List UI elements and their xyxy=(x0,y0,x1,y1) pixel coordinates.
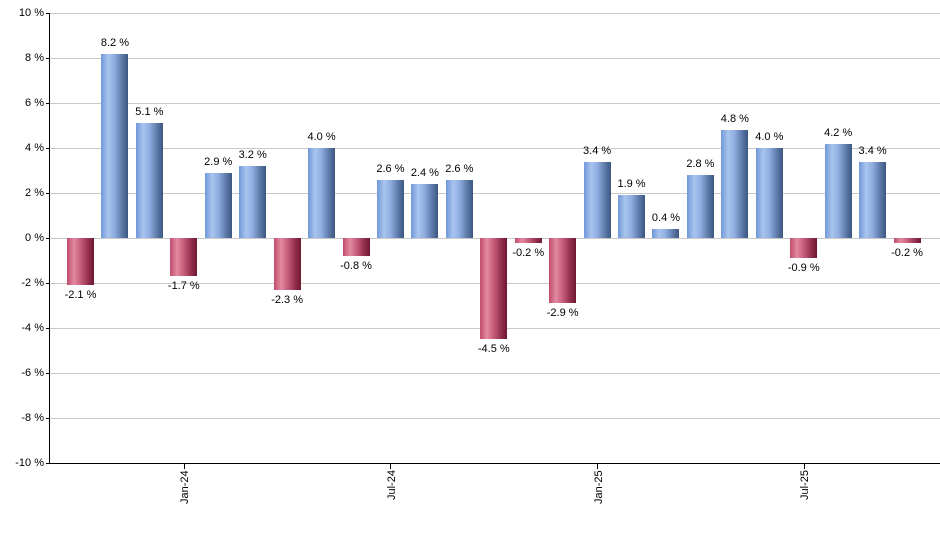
x-axis-tick-label: Jan-24 xyxy=(179,470,192,504)
y-axis-tick xyxy=(46,463,49,464)
bar-value-label: -0.2 % xyxy=(891,246,923,259)
y-axis-tick-label: -8 % xyxy=(21,412,44,424)
negative-bar xyxy=(893,238,921,243)
positive-bar xyxy=(135,123,163,238)
y-axis-tick-label: -10 % xyxy=(15,457,44,469)
bar-value-label: -2.9 % xyxy=(546,307,579,320)
negative-bar xyxy=(342,238,370,256)
bar-value-label: 3.2 % xyxy=(238,149,267,161)
positive-bar xyxy=(755,148,783,238)
y-axis-tick-label: 2 % xyxy=(25,187,44,199)
positive-bar xyxy=(721,130,749,238)
bar-value-label: 2.6 % xyxy=(445,162,474,175)
y-axis-tick xyxy=(46,13,49,14)
x-axis-tick-label: Jul-24 xyxy=(385,470,398,500)
bar-value-label: -2.1 % xyxy=(64,289,97,302)
positive-bar xyxy=(308,148,336,238)
bar-value-label: 4.8 % xyxy=(720,113,749,125)
bar-value-label: -0.2 % xyxy=(512,246,545,259)
x-axis-tick-label: Jan-25 xyxy=(592,470,605,504)
negative-bar xyxy=(514,238,542,243)
y-axis-tick xyxy=(46,373,49,374)
positive-bar xyxy=(204,172,232,238)
y-axis-tick-label: 0 % xyxy=(25,232,44,244)
y-gridline xyxy=(49,13,940,14)
positive-bar xyxy=(445,179,473,238)
y-gridline xyxy=(49,418,940,419)
positive-bar xyxy=(824,143,852,238)
y-axis-tick xyxy=(46,103,49,104)
y-axis-tick xyxy=(46,283,49,284)
bar-value-label: 4.0 % xyxy=(307,131,336,143)
x-axis-tick xyxy=(183,463,185,469)
bar-value-label: -1.7 % xyxy=(167,280,200,293)
x-axis-tick-label: Jul-25 xyxy=(799,470,812,500)
positive-bar xyxy=(101,53,129,238)
bar-value-label: -4.5 % xyxy=(477,343,510,356)
bar-value-label: 3.4 % xyxy=(858,144,887,157)
y-axis-tick-label: -6 % xyxy=(21,367,44,379)
y-axis-tick xyxy=(46,148,49,149)
bar-value-label: 2.9 % xyxy=(204,155,233,168)
y-axis-tick-label: -2 % xyxy=(21,277,44,289)
negative-bar xyxy=(273,238,301,290)
bar-value-label: 4.2 % xyxy=(824,126,853,139)
negative-bar xyxy=(170,238,198,277)
y-gridline xyxy=(49,58,940,59)
bar-value-label: -0.8 % xyxy=(340,260,372,272)
bar-value-label: -2.3 % xyxy=(271,293,304,306)
y-gridline xyxy=(49,193,940,194)
bar-value-label: 2.6 % xyxy=(376,162,405,175)
bar-value-label: 0.4 % xyxy=(651,212,681,224)
x-axis-tick xyxy=(597,463,599,469)
bar-value-label: 2.8 % xyxy=(686,158,715,170)
y-gridline xyxy=(49,103,940,104)
x-axis-line xyxy=(49,463,940,464)
negative-bar xyxy=(549,238,577,304)
x-axis-tick xyxy=(390,463,392,469)
y-gridline xyxy=(49,373,940,374)
negative-bar xyxy=(480,238,508,340)
positive-bar xyxy=(859,161,887,238)
positive-bar xyxy=(652,229,680,238)
bar-value-label: 5.1 % xyxy=(135,106,164,119)
negative-bar xyxy=(790,238,818,259)
positive-bar xyxy=(376,179,404,238)
bar-value-label: 2.4 % xyxy=(410,167,439,179)
bar-value-label: -0.9 % xyxy=(787,262,820,275)
bar-value-label: 1.9 % xyxy=(617,178,646,191)
y-axis-tick-label: 4 % xyxy=(25,142,44,154)
y-axis-tick xyxy=(46,328,49,329)
y-axis-tick-label: -4 % xyxy=(21,322,44,334)
bar-value-label: 8.2 % xyxy=(100,36,129,49)
positive-bar xyxy=(411,184,439,238)
bar-value-label: 3.4 % xyxy=(583,144,612,157)
y-axis-tick xyxy=(46,418,49,419)
y-axis-tick-label: 10 % xyxy=(18,7,44,19)
positive-bar xyxy=(686,175,714,238)
positive-bar xyxy=(239,166,267,238)
y-axis-tick-label: 8 % xyxy=(25,52,44,64)
y-gridline xyxy=(49,148,940,149)
x-axis-tick xyxy=(803,463,805,469)
negative-bar xyxy=(67,238,94,286)
y-axis-tick-label: 6 % xyxy=(25,97,44,109)
y-axis-line xyxy=(49,13,50,464)
y-axis-tick xyxy=(46,58,49,59)
y-axis-tick xyxy=(46,193,49,194)
positive-bar xyxy=(618,195,646,238)
y-axis-tick xyxy=(46,238,49,239)
positive-bar xyxy=(583,161,611,238)
bar-value-label: 4.0 % xyxy=(755,131,784,143)
